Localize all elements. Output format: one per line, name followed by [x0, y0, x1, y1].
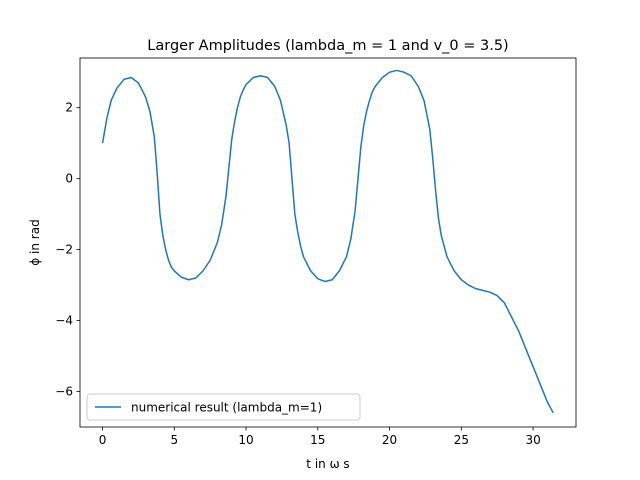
y-tick-label: −4 [55, 314, 73, 328]
x-axis-ticks: 0 5 10 15 20 25 30 [99, 427, 541, 447]
x-tick-label: 30 [525, 433, 540, 447]
legend-box [86, 393, 361, 421]
legend: numerical result (lambda_m=1) [86, 393, 361, 421]
y-tick-label: −2 [55, 243, 73, 257]
x-tick-label: 5 [170, 433, 178, 447]
y-axis-label: ϕ in rad [28, 219, 42, 265]
plot-area [101, 69, 554, 414]
x-tick-label: 25 [454, 433, 469, 447]
series-line-0 [101, 69, 554, 414]
y-axis-ticks: −6 −4 −2 0 2 [55, 101, 80, 399]
x-tick-label: 20 [382, 433, 397, 447]
x-tick-label: 10 [238, 433, 253, 447]
legend-label: numerical result (lambda_m=1) [131, 401, 322, 415]
y-tick-label: 0 [65, 172, 73, 186]
chart-title: Larger Amplitudes (lambda_m = 1 and v_0 … [147, 38, 508, 54]
x-tick-label: 15 [310, 433, 325, 447]
x-tick-label: 0 [99, 433, 107, 447]
x-axis-label: t in ω s [306, 457, 349, 471]
axes-frame [79, 57, 577, 428]
y-tick-label: 2 [65, 101, 73, 115]
y-tick-label: −6 [55, 385, 73, 399]
